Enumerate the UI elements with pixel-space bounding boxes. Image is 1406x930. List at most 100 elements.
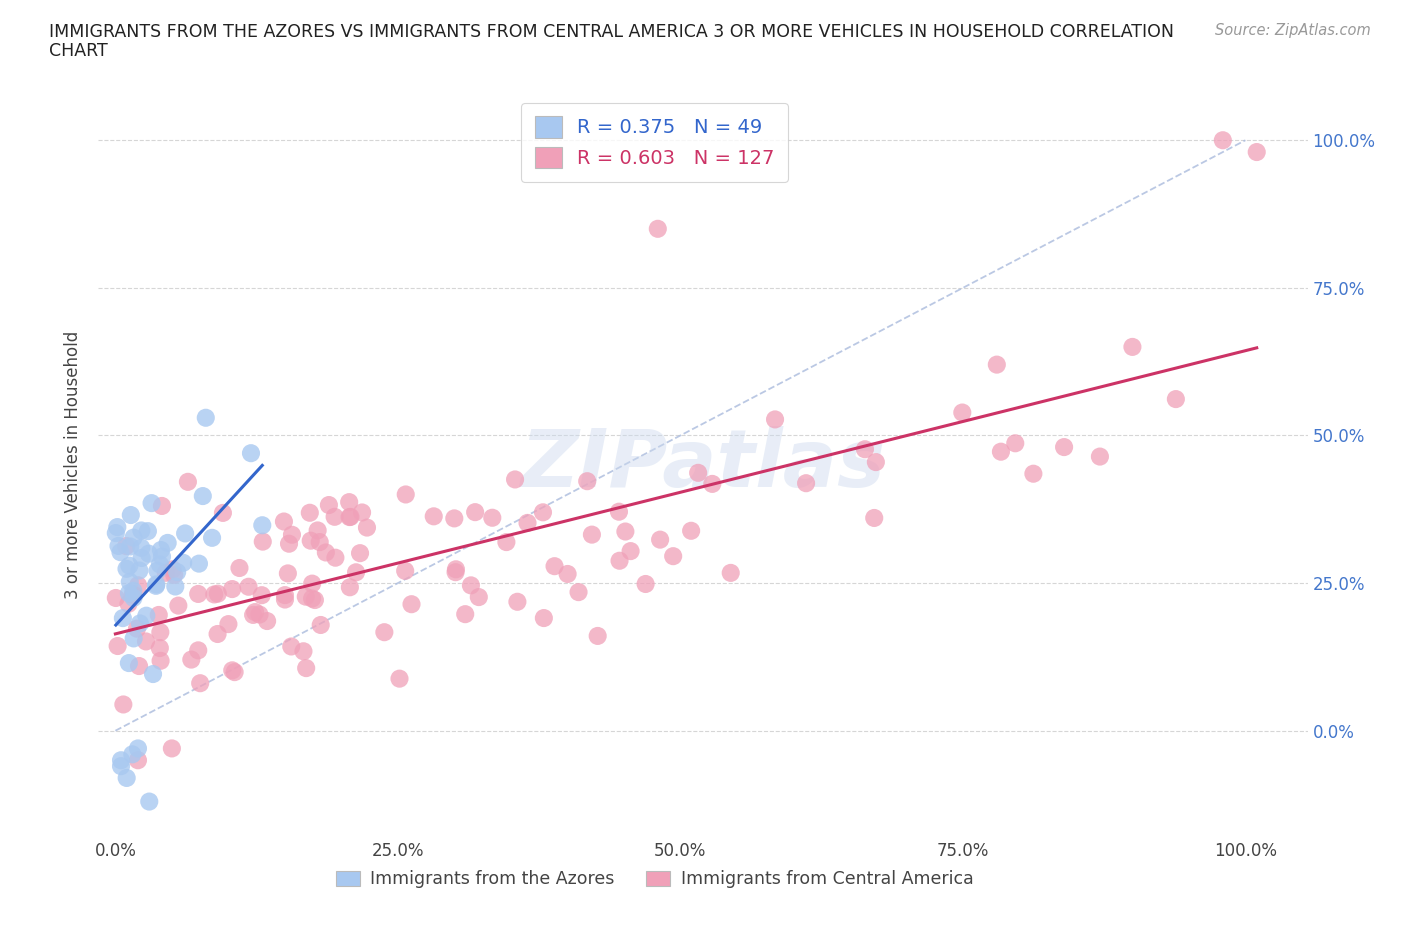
Point bbox=[224, 665, 246, 680]
Point bbox=[794, 476, 817, 491]
Point bbox=[191, 488, 214, 503]
Point bbox=[228, 561, 250, 576]
Point bbox=[250, 588, 273, 603]
Point bbox=[609, 553, 631, 568]
Point bbox=[148, 607, 170, 622]
Point bbox=[149, 542, 172, 557]
Point bbox=[107, 538, 129, 553]
Point bbox=[990, 445, 1012, 459]
Point bbox=[122, 530, 145, 545]
Point bbox=[495, 535, 517, 550]
Point bbox=[1022, 466, 1045, 481]
Point bbox=[252, 534, 274, 549]
Point bbox=[127, 741, 149, 756]
Legend: Immigrants from the Azores, Immigrants from Central America: Immigrants from the Azores, Immigrants f… bbox=[329, 863, 980, 896]
Point bbox=[349, 546, 371, 561]
Point bbox=[104, 591, 127, 605]
Point bbox=[460, 578, 482, 592]
Point bbox=[131, 523, 153, 538]
Point bbox=[950, 405, 973, 420]
Point bbox=[145, 577, 167, 591]
Point bbox=[121, 588, 143, 603]
Point bbox=[401, 597, 423, 612]
Point bbox=[292, 644, 315, 658]
Point bbox=[614, 525, 637, 539]
Point bbox=[650, 532, 672, 547]
Text: Source: ZipAtlas.com: Source: ZipAtlas.com bbox=[1215, 23, 1371, 38]
Point bbox=[531, 505, 554, 520]
Point bbox=[763, 412, 786, 427]
Point bbox=[118, 575, 141, 590]
Point bbox=[280, 639, 302, 654]
Point bbox=[115, 538, 138, 553]
Point bbox=[240, 445, 263, 460]
Point bbox=[115, 771, 138, 786]
Text: ZIPatlas: ZIPatlas bbox=[520, 426, 886, 504]
Point bbox=[647, 221, 669, 236]
Point bbox=[688, 465, 710, 480]
Point bbox=[187, 643, 209, 658]
Point bbox=[516, 515, 538, 530]
Point bbox=[165, 579, 187, 594]
Point bbox=[339, 579, 361, 594]
Point bbox=[503, 472, 526, 487]
Point bbox=[454, 606, 477, 621]
Point bbox=[309, 618, 332, 632]
Point bbox=[118, 586, 141, 601]
Point bbox=[634, 577, 657, 591]
Point bbox=[138, 546, 160, 561]
Point bbox=[202, 587, 225, 602]
Point bbox=[1004, 436, 1026, 451]
Point bbox=[122, 631, 145, 645]
Point bbox=[155, 565, 177, 580]
Point bbox=[373, 625, 395, 640]
Point bbox=[278, 537, 301, 551]
Point bbox=[249, 607, 271, 622]
Point bbox=[395, 487, 418, 502]
Point bbox=[110, 759, 132, 774]
Point bbox=[167, 598, 190, 613]
Point bbox=[243, 604, 266, 619]
Y-axis label: 3 or more Vehicles in Household: 3 or more Vehicles in Household bbox=[65, 331, 83, 599]
Point bbox=[110, 752, 132, 767]
Point bbox=[121, 747, 143, 762]
Point bbox=[337, 495, 360, 510]
Text: CHART: CHART bbox=[49, 42, 108, 60]
Point bbox=[187, 587, 209, 602]
Point bbox=[344, 565, 367, 579]
Point bbox=[662, 549, 685, 564]
Point bbox=[221, 663, 243, 678]
Point bbox=[180, 652, 202, 667]
Point bbox=[149, 625, 172, 640]
Point bbox=[468, 590, 491, 604]
Point bbox=[277, 566, 299, 581]
Point bbox=[188, 676, 211, 691]
Point bbox=[307, 523, 329, 538]
Point bbox=[281, 527, 304, 542]
Point bbox=[464, 505, 486, 520]
Point bbox=[443, 511, 465, 525]
Point bbox=[444, 565, 467, 579]
Point bbox=[315, 545, 337, 560]
Point bbox=[118, 656, 141, 671]
Point bbox=[150, 498, 173, 513]
Point bbox=[122, 587, 145, 602]
Point bbox=[274, 592, 297, 607]
Point bbox=[142, 667, 165, 682]
Point bbox=[299, 533, 322, 548]
Point bbox=[149, 557, 172, 572]
Point bbox=[135, 634, 157, 649]
Point bbox=[581, 527, 603, 542]
Point bbox=[273, 514, 295, 529]
Point bbox=[120, 539, 142, 554]
Point bbox=[145, 578, 167, 593]
Point bbox=[252, 518, 274, 533]
Point bbox=[107, 639, 129, 654]
Point bbox=[201, 530, 224, 545]
Point bbox=[149, 641, 172, 656]
Point bbox=[607, 504, 630, 519]
Point bbox=[298, 505, 321, 520]
Point bbox=[702, 476, 724, 491]
Point bbox=[207, 627, 229, 642]
Point bbox=[301, 577, 323, 591]
